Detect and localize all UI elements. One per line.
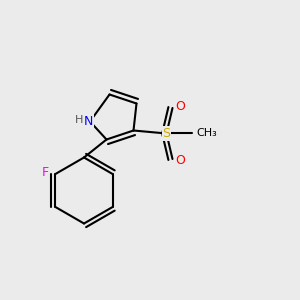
Text: F: F xyxy=(41,166,49,179)
Text: H: H xyxy=(75,115,84,125)
Text: O: O xyxy=(175,100,185,113)
Text: S: S xyxy=(163,127,170,140)
Text: N: N xyxy=(84,115,93,128)
Text: O: O xyxy=(175,154,185,167)
Text: CH₃: CH₃ xyxy=(196,128,217,139)
